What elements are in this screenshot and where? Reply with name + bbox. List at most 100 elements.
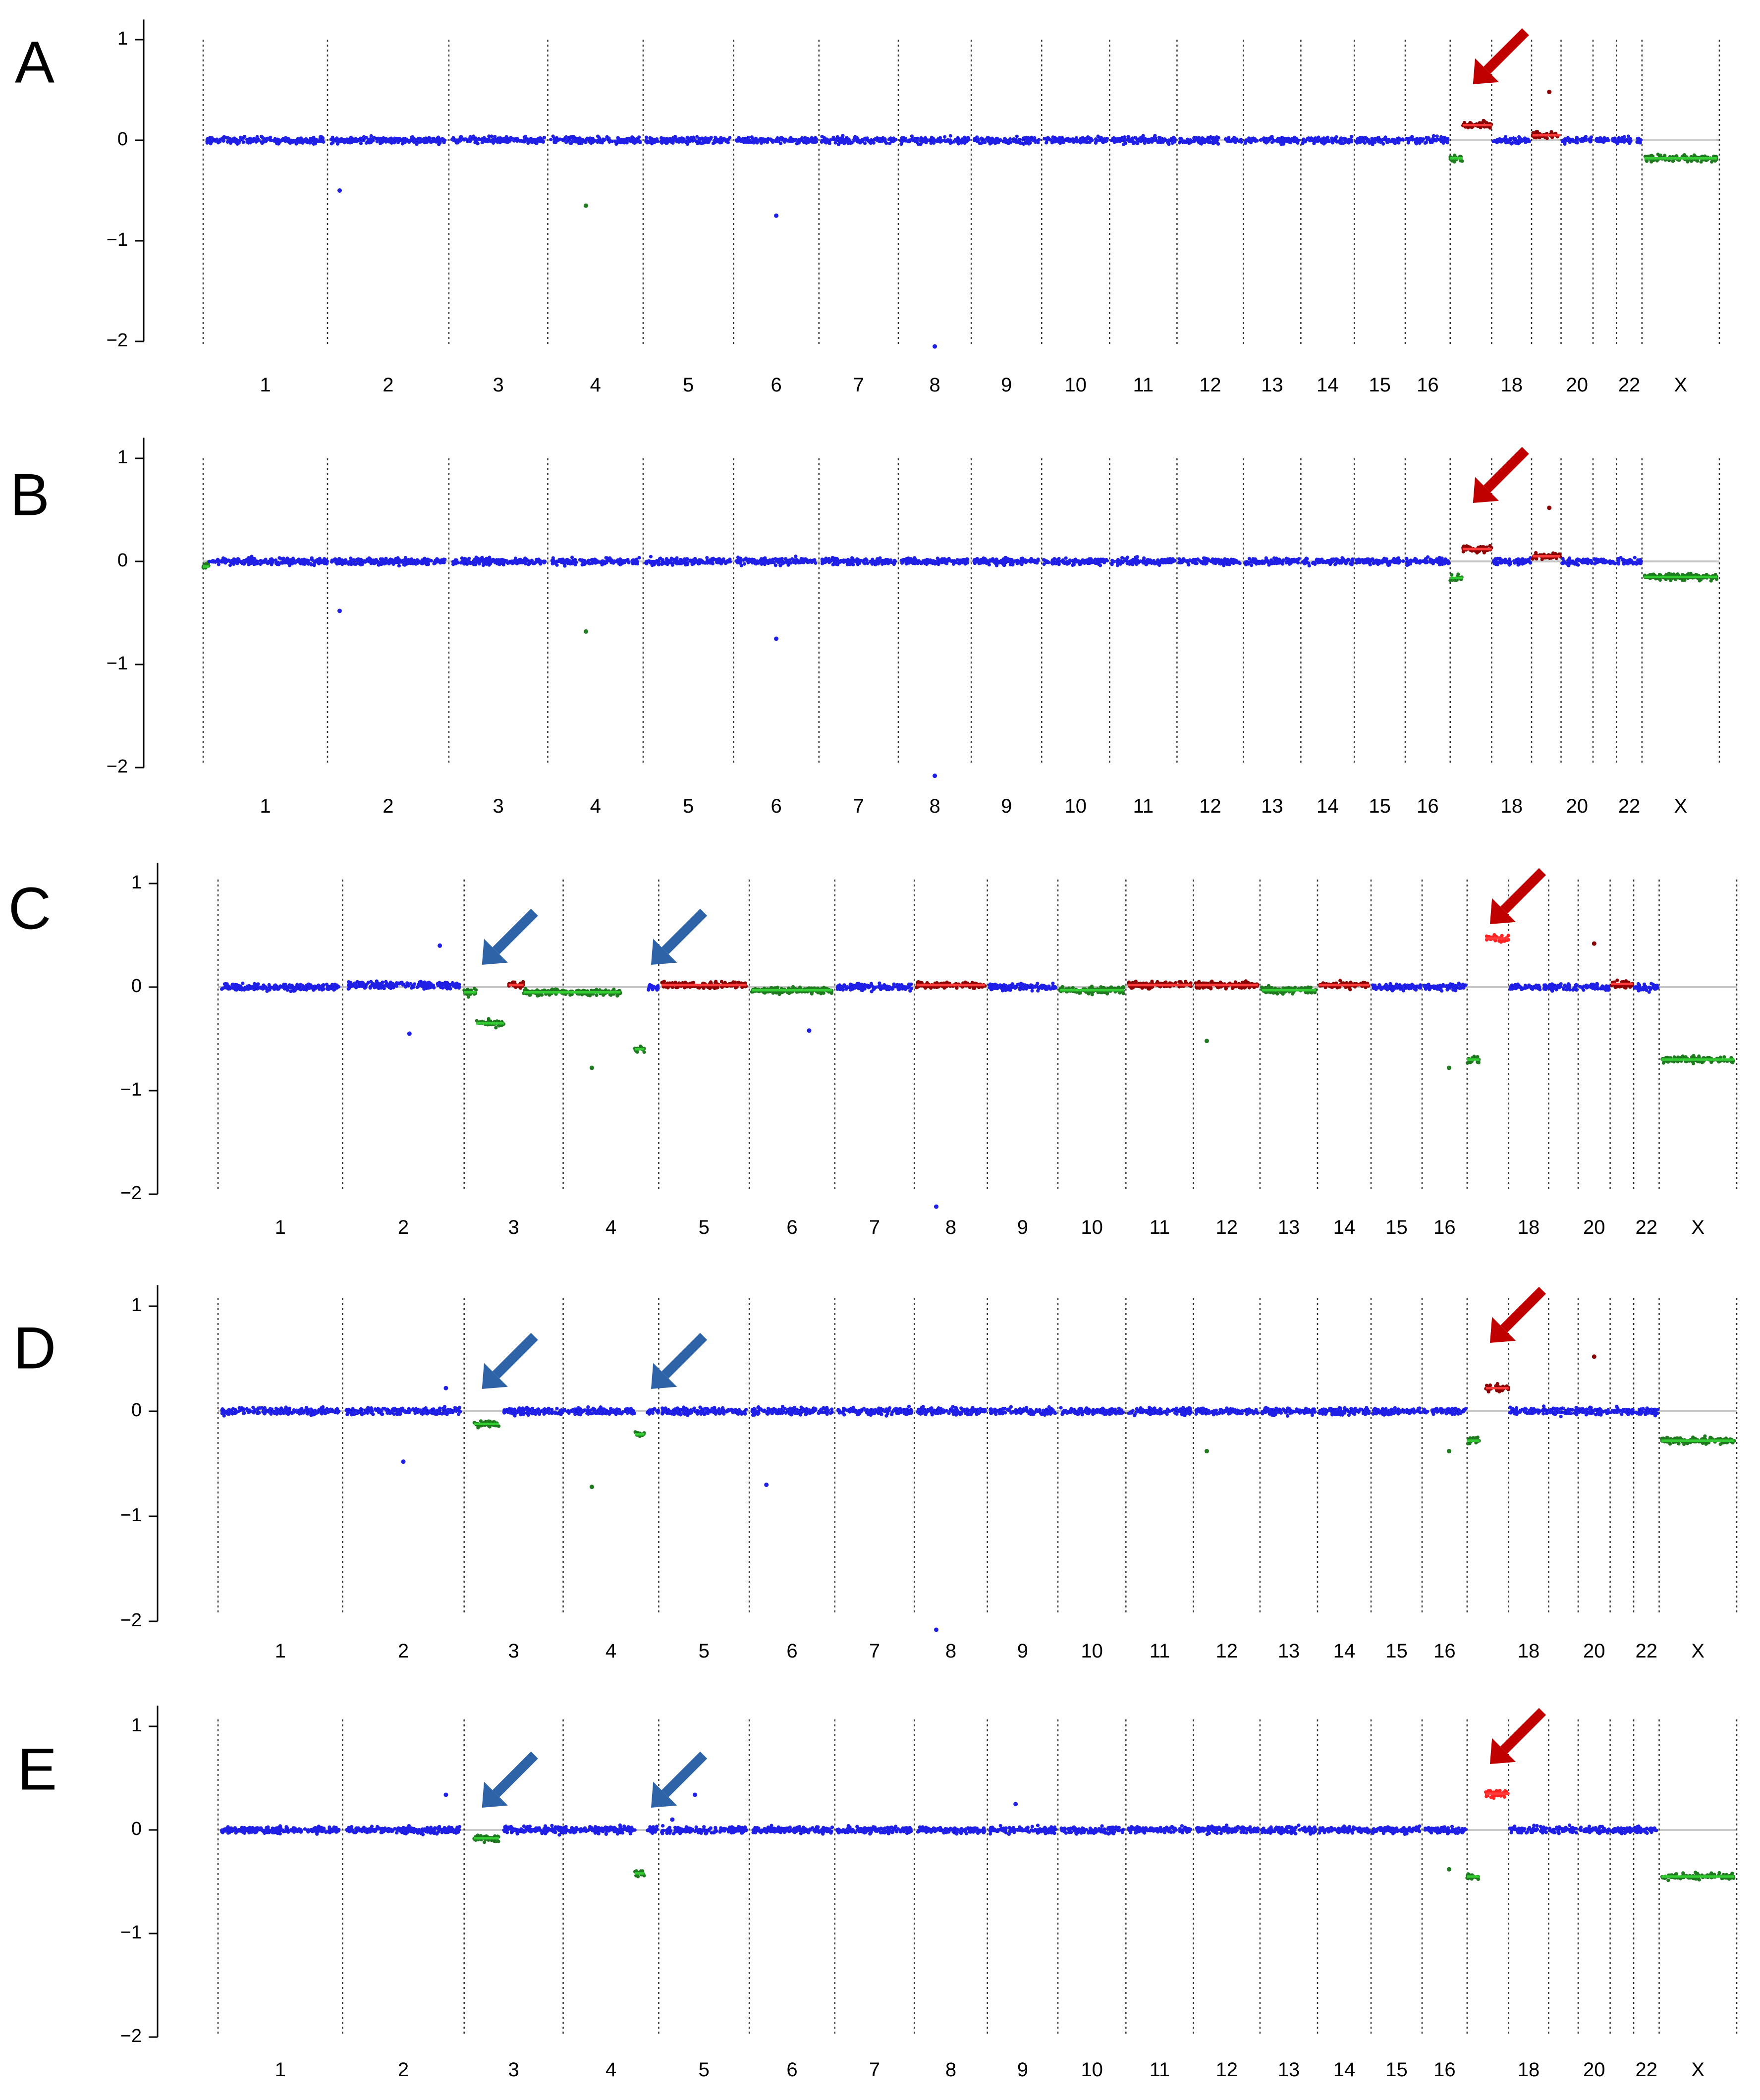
data-point [249, 561, 253, 565]
data-point [505, 137, 509, 141]
data-point [911, 558, 915, 562]
data-point [512, 560, 516, 565]
y-tick-label: −1 [107, 653, 128, 674]
data-point [1495, 141, 1499, 145]
data-point [1488, 544, 1492, 548]
panel-B: B10−1−21 2 3 4 5 6 7 8 9 10 11 12 13 14 15 16 18 20 22 X [10, 438, 1720, 817]
data-point [901, 139, 905, 143]
data-point [344, 559, 348, 563]
data-point [262, 560, 267, 564]
data-point [1088, 136, 1092, 141]
data-point [649, 554, 653, 558]
data-point [280, 561, 285, 565]
data-point [411, 135, 415, 139]
data-point [287, 563, 292, 567]
data-point [542, 560, 546, 565]
data-point [386, 559, 390, 563]
data-point [976, 137, 980, 141]
data-point [454, 141, 459, 145]
data-point [778, 563, 782, 567]
data-point [1098, 138, 1101, 142]
data-point [538, 139, 542, 143]
data-point [884, 141, 888, 145]
data-point [672, 558, 676, 562]
data-point [1497, 137, 1501, 141]
data-point [1025, 137, 1029, 141]
data-point [1178, 558, 1182, 562]
data-point [1368, 562, 1372, 567]
data-point [1575, 138, 1579, 142]
data-point [701, 561, 705, 565]
data-point [1317, 557, 1320, 561]
data-point [584, 141, 588, 145]
data-point [1339, 558, 1343, 563]
data-point [291, 556, 295, 560]
data-point [1650, 160, 1653, 164]
data-point [1062, 560, 1066, 564]
data-point [713, 140, 717, 144]
data-point [1423, 141, 1427, 145]
data-point [591, 140, 595, 144]
data-point [523, 134, 527, 138]
data-point [1028, 141, 1032, 145]
data-point [1154, 138, 1158, 142]
data-point [1203, 558, 1207, 562]
data-point [1062, 140, 1066, 145]
data-point [1383, 138, 1387, 142]
data-point [688, 558, 692, 562]
data-point [617, 140, 621, 144]
data-point [1225, 139, 1230, 143]
data-point [1315, 137, 1319, 141]
data-point [1321, 560, 1325, 564]
data-point [1264, 556, 1268, 560]
data-point [873, 561, 877, 565]
data-point [696, 139, 700, 143]
data-point [1151, 560, 1155, 564]
data-point [1209, 559, 1213, 563]
data-point [1600, 137, 1604, 141]
data-point [1172, 135, 1176, 139]
data-point [1382, 557, 1386, 561]
data-point [903, 137, 908, 141]
data-point [1138, 139, 1142, 143]
data-point [508, 559, 512, 563]
data-point [1140, 135, 1144, 139]
data-point [1441, 138, 1445, 142]
data-point [1617, 137, 1621, 141]
data-point [1521, 557, 1525, 561]
data-point [1277, 140, 1281, 144]
data-point [1250, 559, 1254, 563]
data-point [415, 142, 419, 146]
data-point [254, 138, 259, 142]
data-point [436, 138, 440, 142]
panel-label: A [15, 29, 55, 96]
data-point [1401, 138, 1405, 142]
data-point [883, 137, 887, 141]
data-point [738, 561, 742, 565]
data-point [1584, 137, 1588, 141]
data-point [1395, 137, 1399, 141]
data-point [1120, 560, 1124, 564]
data-point [216, 559, 220, 563]
data-point [513, 138, 517, 142]
data-point [649, 560, 653, 564]
data-point [517, 561, 521, 565]
data-point [369, 134, 373, 138]
data-point [1017, 140, 1021, 144]
data-point [237, 557, 241, 561]
data-point [329, 137, 333, 141]
data-point [312, 563, 316, 567]
data-point [1295, 558, 1299, 562]
data-point [1462, 120, 1466, 125]
data-point [661, 560, 665, 564]
data-point [992, 139, 996, 143]
data-point [1098, 135, 1101, 139]
data-point [695, 135, 699, 139]
x-tick-label: 13 [1261, 374, 1283, 396]
data-point [600, 141, 604, 145]
x-tick-label: 5 [683, 374, 694, 396]
data-point [711, 558, 715, 562]
data-point [1392, 140, 1396, 144]
data-point [260, 141, 264, 145]
data-point [905, 561, 909, 565]
